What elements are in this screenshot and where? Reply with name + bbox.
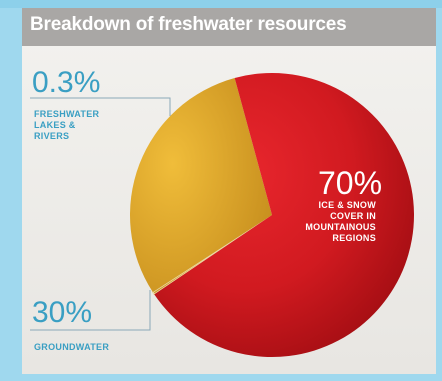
- title-bar: [22, 8, 436, 46]
- ice-percent-label: 70%: [318, 165, 383, 201]
- ice-category-line-4: REGIONS: [332, 233, 376, 243]
- lakes-category-line-2: LAKES &: [34, 120, 76, 130]
- pie-slice-groundwater: [130, 77, 272, 293]
- ice-category-label: ICE & SNOW COVER IN MOUNTAINOUS REGIONS: [288, 200, 376, 244]
- ice-category-line-3: MOUNTAINOUS: [305, 222, 376, 232]
- lakes-category-line-1: FRESHWATER: [34, 109, 100, 119]
- lakes-category-line-3: RIVERS: [34, 131, 70, 141]
- ice-category-line-1: ICE & SNOW: [318, 200, 376, 210]
- groundwater-leader-line: [30, 290, 151, 331]
- pie-slice-ice: [154, 73, 414, 358]
- chart-title: Breakdown of freshwater resources: [30, 14, 347, 35]
- ice-category-line-2: COVER IN: [330, 211, 376, 221]
- groundwater-category-label: GROUNDWATER: [34, 342, 110, 352]
- lakes-category-label: FRESHWATER LAKES & RIVERS: [34, 109, 124, 142]
- lakes-leader-line: [30, 97, 171, 116]
- groundwater-percent-label: 30%: [32, 296, 93, 329]
- lakes-percent-label: 0.3%: [32, 66, 101, 99]
- top-border: [0, 0, 442, 8]
- pie-slice-lakes: [151, 214, 273, 296]
